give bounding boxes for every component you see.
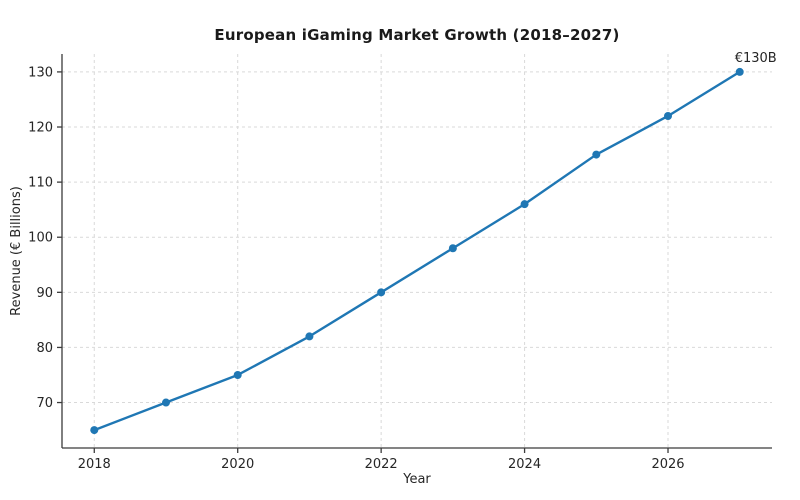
y-tick-label: 100 [28,231,53,246]
data-point [520,200,529,209]
x-tick-label: 2020 [221,457,254,472]
y-tick-label: 110 [28,176,53,191]
chart-title: European iGaming Market Growth (2018–202… [214,26,620,44]
y-tick-label: 130 [28,65,53,80]
x-tick-label: 2026 [651,457,684,472]
data-point [592,150,601,159]
x-axis-label: Year [402,472,431,487]
annotation-label: €130B [735,51,777,66]
y-tick-label: 80 [36,341,53,356]
revenue-line [93,70,741,432]
data-point [90,426,99,435]
y-axis-label: Revenue (€ Billions) [9,186,24,316]
data-point [448,244,457,253]
y-tick-label: 120 [28,121,53,136]
y-tick-label: 70 [36,396,53,411]
data-point [735,67,744,76]
data-point [233,370,242,379]
y-tick-label: 90 [36,286,53,301]
x-tick-label: 2018 [78,457,111,472]
x-tick-label: 2024 [508,457,541,472]
data-point [305,332,314,341]
data-point [664,111,673,120]
data-point [161,398,170,407]
x-tick-label: 2022 [365,457,398,472]
data-point [377,288,386,297]
